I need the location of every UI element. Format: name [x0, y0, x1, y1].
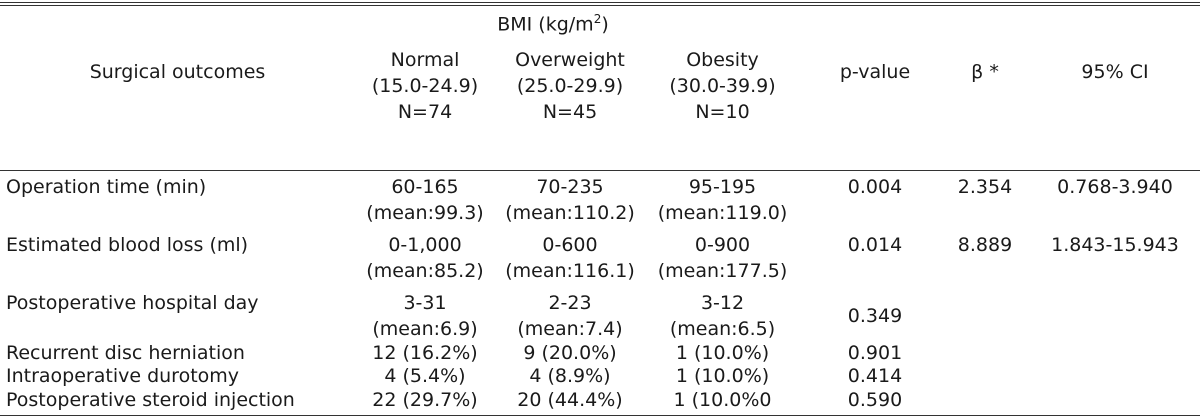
cell-overweight: 9 (20.0%): [523, 342, 617, 364]
cell-normal: 12 (16.2%): [372, 342, 478, 364]
obesity-header: Obesity (30.0-39.9) N=10: [669, 49, 776, 123]
row-label: Postoperative hospital day: [6, 292, 259, 314]
beta-header: β *: [971, 61, 999, 83]
row-label: Recurrent disc herniation: [6, 342, 245, 364]
row-label: Postoperative steroid injection: [6, 389, 295, 411]
normal-header: Normal (15.0-24.9) N=74: [371, 49, 479, 123]
cell-obesity: 0-900 (mean:177.5): [657, 234, 788, 282]
cell-obesity: 1 (10.0%): [675, 365, 770, 387]
bottom-rule: [0, 415, 1200, 416]
cell-ci: 0.768-3.940: [1057, 176, 1173, 198]
cell-obesity: 3-12 (mean:6.5): [669, 292, 776, 340]
pvalue-header: p-value: [839, 61, 911, 83]
cell-overweight: 0-600 (mean:116.1): [505, 234, 635, 282]
bmi-header: BMI (kg/m2): [497, 12, 609, 36]
header-rule: [0, 170, 1200, 171]
cell-pvalue: 0.004: [847, 176, 903, 198]
ci-header: 95% CI: [1081, 61, 1149, 83]
cell-overweight: 2-23 (mean:7.4): [517, 292, 623, 340]
cell-normal: 3-31 (mean:6.9): [372, 292, 478, 340]
overweight-header: Overweight (25.0-29.9) N=45: [515, 49, 625, 123]
cell-overweight: 4 (8.9%): [529, 365, 611, 387]
cell-obesity: 1 (10.0%0: [673, 389, 772, 411]
cell-pvalue: 0.901: [847, 342, 903, 364]
cell-normal: 22 (29.7%): [372, 389, 478, 411]
row-label: Intraoperative durotomy: [6, 365, 240, 387]
cell-beta: 2.354: [957, 176, 1013, 198]
row-label: Estimated blood loss (ml): [6, 234, 249, 256]
cell-ci: 1.843-15.943: [1051, 234, 1179, 256]
cell-obesity: 95-195 (mean:119.0): [657, 176, 788, 224]
cell-pvalue: 0.014: [847, 234, 903, 256]
cell-pvalue: 0.349: [847, 305, 903, 327]
cell-pvalue: 0.590: [847, 389, 903, 411]
cell-overweight: 70-235 (mean:110.2): [505, 176, 635, 224]
cell-pvalue: 0.414: [847, 365, 903, 387]
row-label: Operation time (min): [6, 176, 207, 198]
cell-normal: 60-165 (mean:99.3): [366, 176, 484, 224]
top-rule-double: [0, 5, 1200, 6]
cell-normal: 4 (5.4%): [384, 365, 466, 387]
outcomes-header: Surgical outcomes: [89, 61, 266, 83]
cell-obesity: 1 (10.0%): [675, 342, 770, 364]
cell-overweight: 20 (44.4%): [517, 389, 623, 411]
cell-beta: 8.889: [957, 234, 1013, 256]
top-rule: [0, 2, 1200, 3]
cell-normal: 0-1,000 (mean:85.2): [366, 234, 484, 282]
